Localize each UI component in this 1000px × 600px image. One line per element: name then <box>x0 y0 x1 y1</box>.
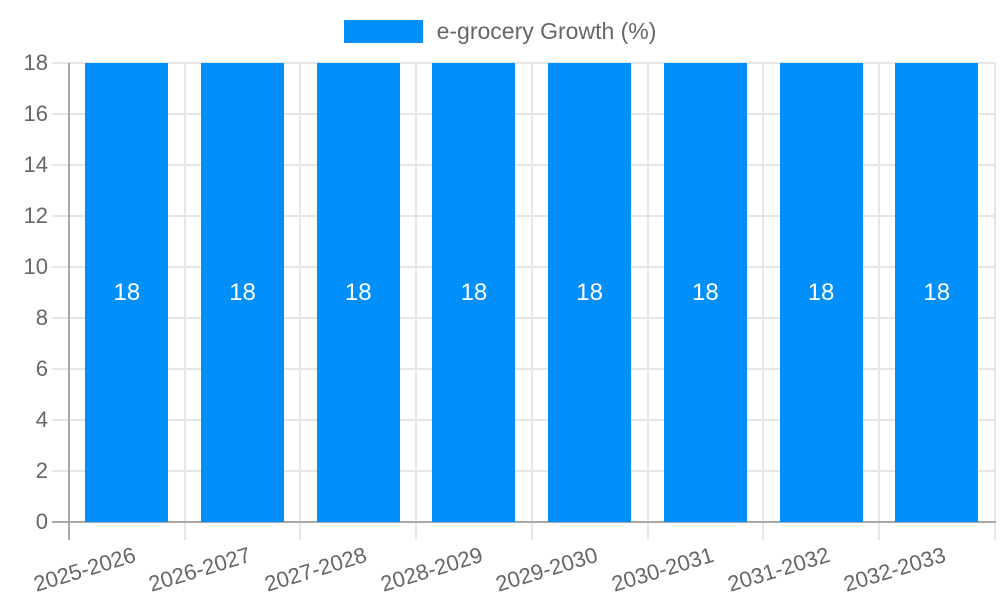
x-tick-label: 2032-2033 <box>840 542 949 597</box>
y-tick <box>52 317 69 319</box>
x-gridline <box>299 63 302 522</box>
x-gridline <box>762 63 765 522</box>
x-gridline <box>993 63 996 522</box>
y-tick <box>52 62 69 64</box>
y-tick-label: 12 <box>23 203 48 228</box>
y-tick <box>52 215 69 217</box>
bar[interactable]: 18 <box>548 63 632 522</box>
y-tick-label: 0 <box>35 509 48 534</box>
x-tick-label: 2031-2032 <box>724 542 833 597</box>
bar[interactable]: 18 <box>663 63 747 522</box>
y-tick <box>52 266 69 268</box>
bar-value-label: 18 <box>923 278 951 306</box>
y-tick-label: 4 <box>35 407 48 432</box>
bar[interactable]: 18 <box>316 63 400 522</box>
y-tick-label: 10 <box>23 254 48 279</box>
y-tick-label: 16 <box>23 101 48 126</box>
x-gridline <box>646 63 649 522</box>
y-tick-label: 8 <box>35 305 48 330</box>
bar-value-label: 18 <box>229 278 256 306</box>
legend-swatch-icon <box>343 20 423 43</box>
y-tick <box>52 470 69 472</box>
bar[interactable]: 18 <box>85 63 169 522</box>
y-tick <box>52 419 69 421</box>
bar[interactable]: 18 <box>432 63 516 522</box>
x-tick <box>415 522 418 540</box>
x-tick <box>762 522 765 540</box>
x-tick <box>183 522 186 540</box>
y-tick-label: 14 <box>23 152 48 177</box>
y-tick <box>52 368 69 370</box>
y-tick <box>52 113 69 115</box>
x-gridline <box>415 63 418 522</box>
chart-legend[interactable]: e-grocery Growth (%) <box>0 20 1000 43</box>
x-tick-label: 2030-2031 <box>608 542 717 597</box>
y-axis-line <box>68 63 70 540</box>
bar[interactable]: 18 <box>779 63 863 522</box>
y-tick-label: 18 <box>23 50 48 75</box>
x-tick-label: 2027-2028 <box>261 542 370 597</box>
x-gridline <box>877 63 880 522</box>
bar-value-label: 18 <box>344 278 372 306</box>
y-tick-label: 6 <box>35 356 48 381</box>
x-tick <box>877 522 880 540</box>
x-tick-label: 2029-2030 <box>493 542 601 597</box>
bar-value-label: 18 <box>460 278 488 306</box>
bar[interactable]: 18 <box>895 63 979 522</box>
bar-value-label: 18 <box>576 278 603 306</box>
x-tick <box>993 522 996 540</box>
x-axis-line <box>52 521 996 523</box>
x-gridline <box>530 63 533 522</box>
x-tick-label: 2026-2027 <box>145 542 254 597</box>
x-tick <box>530 522 533 540</box>
x-gridline <box>183 63 186 522</box>
x-tick-label: 2028-2029 <box>377 542 486 597</box>
bar-value-label: 18 <box>807 278 835 306</box>
legend-label: e-grocery Growth (%) <box>436 18 657 44</box>
x-tick-label: 2025-2026 <box>30 542 139 597</box>
bar-value-label: 18 <box>113 278 141 306</box>
bar-value-label: 18 <box>691 278 719 306</box>
y-tick-label: 2 <box>35 458 48 483</box>
x-tick <box>299 522 302 540</box>
x-tick <box>646 522 649 540</box>
bar[interactable]: 18 <box>201 63 285 522</box>
y-tick <box>52 164 69 166</box>
